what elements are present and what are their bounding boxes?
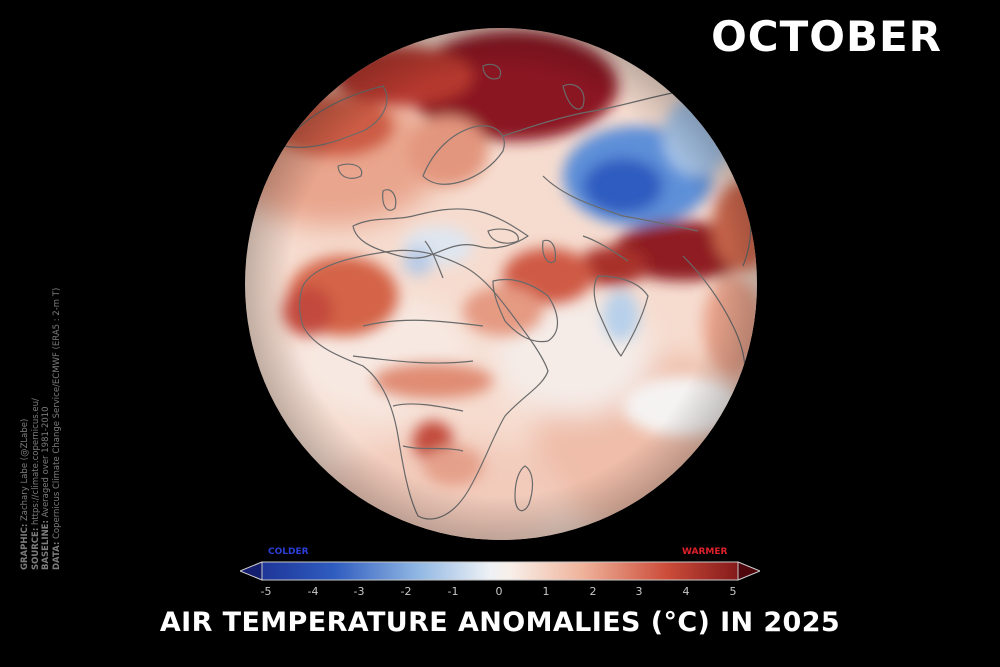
tick-label: -5 <box>260 585 272 598</box>
tick-label: 0 <box>495 585 503 598</box>
month-title: OCTOBER <box>711 12 942 61</box>
globe-map <box>243 26 759 542</box>
colorbar <box>240 561 760 581</box>
tick-label: 4 <box>682 585 690 598</box>
tick-label: 5 <box>729 585 737 598</box>
tick-label: -2 <box>400 585 412 598</box>
credits-block: GRAPHIC: Zachary Labe (@ZLabe) SOURCE: h… <box>20 230 62 570</box>
credit-data: DATA: Copernicus Climate Change Service/… <box>51 287 62 570</box>
legend-warmer-label: WARMER <box>682 547 728 557</box>
tick-label: 3 <box>635 585 643 598</box>
tick-label: -4 <box>307 585 319 598</box>
tick-label: -3 <box>353 585 365 598</box>
colorbar-ticks: -5 -4 -3 -2 -1 0 1 2 3 4 5 <box>0 585 1000 599</box>
chart-title: AIR TEMPERATURE ANOMALIES (°C) IN 2025 <box>159 607 841 638</box>
legend-colder-label: COLDER <box>268 547 309 557</box>
credit-baseline: BASELINE: Averaged over 1981-2010 <box>41 406 51 570</box>
tick-label: -1 <box>447 585 459 598</box>
credit-graphic: GRAPHIC: Zachary Labe (@ZLabe) <box>20 418 30 570</box>
tick-label: 1 <box>542 585 550 598</box>
credit-source: SOURCE: https://climate.copernicus.eu/ <box>30 398 41 570</box>
tick-label: 2 <box>589 585 597 598</box>
